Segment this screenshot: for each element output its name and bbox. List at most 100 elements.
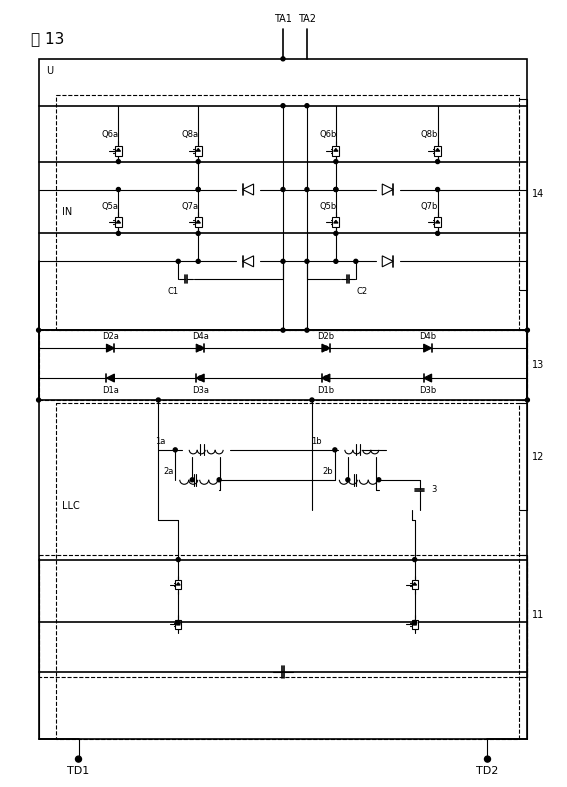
Circle shape	[435, 160, 439, 164]
Circle shape	[526, 398, 530, 402]
Text: Q7a: Q7a	[181, 202, 199, 211]
Circle shape	[413, 620, 417, 624]
Circle shape	[156, 398, 160, 402]
Text: TA1: TA1	[274, 14, 292, 24]
Polygon shape	[424, 344, 431, 352]
Bar	[175, 620, 181, 629]
Circle shape	[324, 376, 328, 380]
Circle shape	[196, 160, 200, 164]
Circle shape	[334, 231, 338, 235]
Text: 1b: 1b	[311, 438, 321, 446]
Circle shape	[37, 328, 41, 332]
Bar	[434, 217, 441, 227]
Text: D2a: D2a	[102, 331, 119, 341]
Text: D2b: D2b	[318, 331, 335, 341]
Circle shape	[75, 756, 82, 762]
Circle shape	[376, 478, 381, 482]
Circle shape	[281, 260, 285, 264]
Text: 3: 3	[431, 486, 437, 494]
Circle shape	[334, 187, 338, 191]
Circle shape	[191, 478, 194, 482]
Text: C1: C1	[168, 286, 179, 296]
Text: 図 13: 図 13	[31, 31, 64, 46]
Text: Q7b: Q7b	[421, 202, 438, 211]
Circle shape	[116, 231, 120, 235]
Circle shape	[305, 328, 309, 332]
Text: C2: C2	[356, 286, 367, 296]
Bar	[115, 217, 122, 227]
Polygon shape	[322, 344, 330, 352]
Polygon shape	[196, 149, 200, 151]
Text: Q6a: Q6a	[102, 130, 119, 139]
Text: 12: 12	[532, 452, 545, 462]
Polygon shape	[413, 582, 417, 585]
Text: TD2: TD2	[476, 766, 499, 776]
Text: LLC: LLC	[62, 501, 79, 511]
Text: 14: 14	[532, 190, 545, 199]
Circle shape	[333, 448, 337, 452]
Circle shape	[334, 187, 338, 191]
Circle shape	[526, 328, 530, 332]
Bar	[39, 331, 527, 400]
Polygon shape	[424, 374, 431, 382]
Text: U: U	[46, 66, 54, 76]
Circle shape	[198, 346, 202, 350]
Circle shape	[305, 104, 309, 108]
Text: Q8a: Q8a	[181, 130, 199, 139]
Bar	[39, 59, 527, 739]
Bar	[39, 555, 527, 678]
Bar	[194, 217, 202, 227]
Polygon shape	[333, 220, 338, 223]
Circle shape	[196, 187, 200, 191]
Text: 2a: 2a	[163, 467, 174, 476]
Polygon shape	[435, 149, 440, 151]
Polygon shape	[176, 623, 180, 625]
Circle shape	[310, 398, 314, 402]
Circle shape	[37, 398, 41, 402]
Circle shape	[435, 187, 439, 191]
Circle shape	[176, 620, 180, 624]
Text: D1b: D1b	[318, 386, 335, 394]
Bar	[412, 620, 418, 629]
Circle shape	[413, 558, 417, 562]
Text: 11: 11	[532, 611, 545, 620]
Bar	[56, 403, 519, 739]
Text: D4b: D4b	[419, 331, 436, 341]
Text: D3a: D3a	[192, 386, 209, 394]
Polygon shape	[322, 374, 330, 382]
Circle shape	[217, 478, 221, 482]
Text: D3b: D3b	[419, 386, 436, 394]
Text: 1a: 1a	[155, 438, 166, 446]
Polygon shape	[107, 344, 115, 352]
Circle shape	[196, 187, 200, 191]
Text: Q5b: Q5b	[319, 202, 337, 211]
Circle shape	[176, 260, 180, 264]
Bar	[332, 146, 340, 156]
Polygon shape	[196, 220, 200, 223]
Polygon shape	[116, 149, 121, 151]
Bar	[332, 217, 340, 227]
Text: TA2: TA2	[298, 14, 316, 24]
Bar	[56, 94, 519, 331]
Circle shape	[324, 346, 328, 350]
Circle shape	[435, 231, 439, 235]
Circle shape	[116, 160, 120, 164]
Circle shape	[305, 260, 309, 264]
Text: IN: IN	[62, 208, 72, 217]
Circle shape	[281, 328, 285, 332]
Polygon shape	[116, 220, 121, 223]
Circle shape	[334, 260, 338, 264]
Text: D4a: D4a	[192, 331, 209, 341]
Circle shape	[485, 756, 490, 762]
Polygon shape	[196, 344, 204, 352]
Text: 2b: 2b	[323, 467, 333, 476]
Polygon shape	[413, 623, 417, 625]
Circle shape	[174, 448, 177, 452]
Bar	[115, 146, 122, 156]
Circle shape	[198, 376, 202, 380]
Circle shape	[196, 260, 200, 264]
Text: Q8b: Q8b	[421, 130, 438, 139]
Bar	[175, 580, 181, 589]
Text: D1a: D1a	[102, 386, 119, 394]
Bar	[434, 146, 441, 156]
